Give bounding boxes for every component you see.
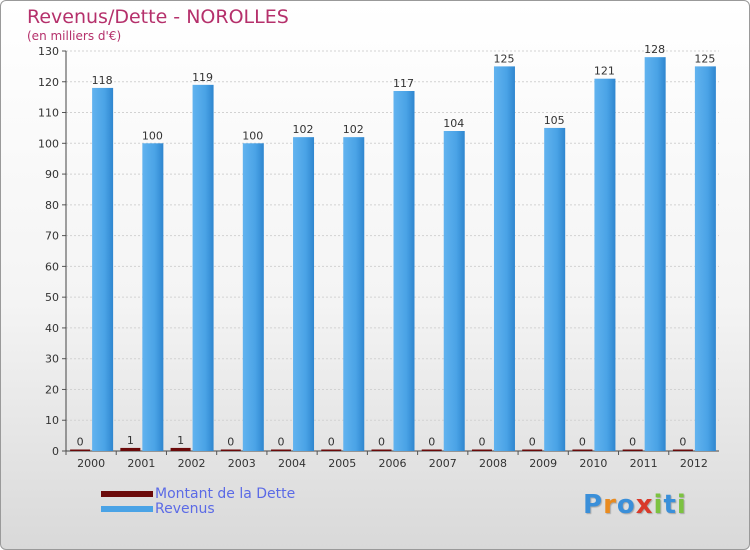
bar-dette [220,449,241,451]
bar-dette [170,447,191,451]
y-tick-label: 60 [45,260,59,273]
data-label-revenus: 125 [694,52,715,65]
logo-letter: t [663,490,677,520]
logo-letter: P [583,490,604,520]
bar-dette [70,449,91,451]
y-tick-label: 20 [45,383,59,396]
y-tick-label: 40 [45,322,59,335]
y-tick-label: 80 [45,199,59,212]
chart-subtitle: (en milliers d'€) [27,29,122,43]
x-tick-label: 2005 [328,457,356,470]
data-label-revenus: 100 [142,129,163,142]
bar-revenus [293,137,315,451]
x-tick-label: 2003 [228,457,256,470]
bar-dette [271,449,292,451]
logo-letter: i [676,490,687,520]
bar-revenus [544,127,566,451]
logo-letter: o [616,490,636,520]
legend-label-revenus: Revenus [155,501,215,517]
bar-dette [672,449,693,451]
x-tick-label: 2004 [278,457,306,470]
bar-revenus [443,131,465,451]
data-label-revenus: 125 [493,52,514,65]
x-tick-label: 2009 [529,457,557,470]
data-label-dette: 0 [478,436,485,449]
bar-revenus [694,66,716,451]
x-tick-label: 2008 [479,457,507,470]
data-label-revenus: 118 [92,74,113,87]
bar-revenus [92,87,114,451]
legend-swatch-revenus [101,506,153,512]
data-label-revenus: 104 [443,117,464,130]
bar-revenus [192,84,214,451]
data-label-dette: 0 [278,436,285,449]
bar-dette [421,449,442,451]
bar-revenus [242,143,264,452]
y-tick-label: 90 [45,168,59,181]
proxiti-logo: Proxiti [583,490,687,520]
data-label-revenus: 119 [192,71,213,84]
y-tick-label: 130 [38,45,59,58]
bar-dette [471,449,492,451]
data-label-revenus: 128 [644,43,665,56]
bar-dette [371,449,392,451]
bar-dette [572,449,593,451]
data-label-revenus: 102 [343,123,364,136]
data-label-dette: 0 [679,436,686,449]
y-tick-label: 70 [45,230,59,243]
x-tick-label: 2011 [630,457,658,470]
y-tick-label: 0 [52,445,59,458]
data-label-dette: 1 [177,434,184,447]
logo-letter: r [603,490,617,520]
x-tick-label: 2001 [127,457,155,470]
bar-revenus [343,137,365,451]
bar-dette [522,449,543,451]
logo-letter: x [635,490,654,520]
data-label-dette: 1 [127,434,134,447]
data-label-revenus: 105 [544,114,565,127]
bar-dette [321,449,342,451]
bar-dette [622,449,643,451]
chart-title: Revenus/Dette - NOROLLES [27,6,289,28]
data-label-revenus: 117 [393,77,414,90]
x-tick-label: 2012 [680,457,708,470]
data-label-dette: 0 [579,436,586,449]
y-tick-label: 120 [38,76,59,89]
legend-label-dette: Montant de la Dette [155,486,296,502]
data-label-dette: 0 [227,436,234,449]
y-tick-label: 100 [38,137,59,150]
data-label-dette: 0 [328,436,335,449]
y-tick-label: 30 [45,353,59,366]
legend-swatch-dette [101,491,153,497]
x-tick-label: 2010 [579,457,607,470]
bar-revenus [393,91,415,451]
data-label-dette: 0 [77,436,84,449]
x-tick-label: 2006 [379,457,407,470]
bar-dette [120,447,141,451]
bar-revenus [594,78,616,451]
y-tick-label: 50 [45,291,59,304]
y-tick-label: 110 [38,107,59,120]
x-tick-label: 2007 [429,457,457,470]
x-tick-label: 2002 [178,457,206,470]
data-label-dette: 0 [629,436,636,449]
logo-letter: i [653,490,664,520]
data-label-revenus: 121 [594,65,615,78]
data-label-dette: 0 [529,436,536,449]
bar-revenus [142,143,164,452]
y-tick-label: 10 [45,414,59,427]
x-tick-label: 2000 [77,457,105,470]
bar-revenus [644,57,666,452]
data-label-dette: 0 [378,436,385,449]
bar-revenus [493,66,515,451]
data-label-revenus: 100 [242,129,263,142]
data-label-revenus: 102 [293,123,314,136]
data-label-dette: 0 [428,436,435,449]
